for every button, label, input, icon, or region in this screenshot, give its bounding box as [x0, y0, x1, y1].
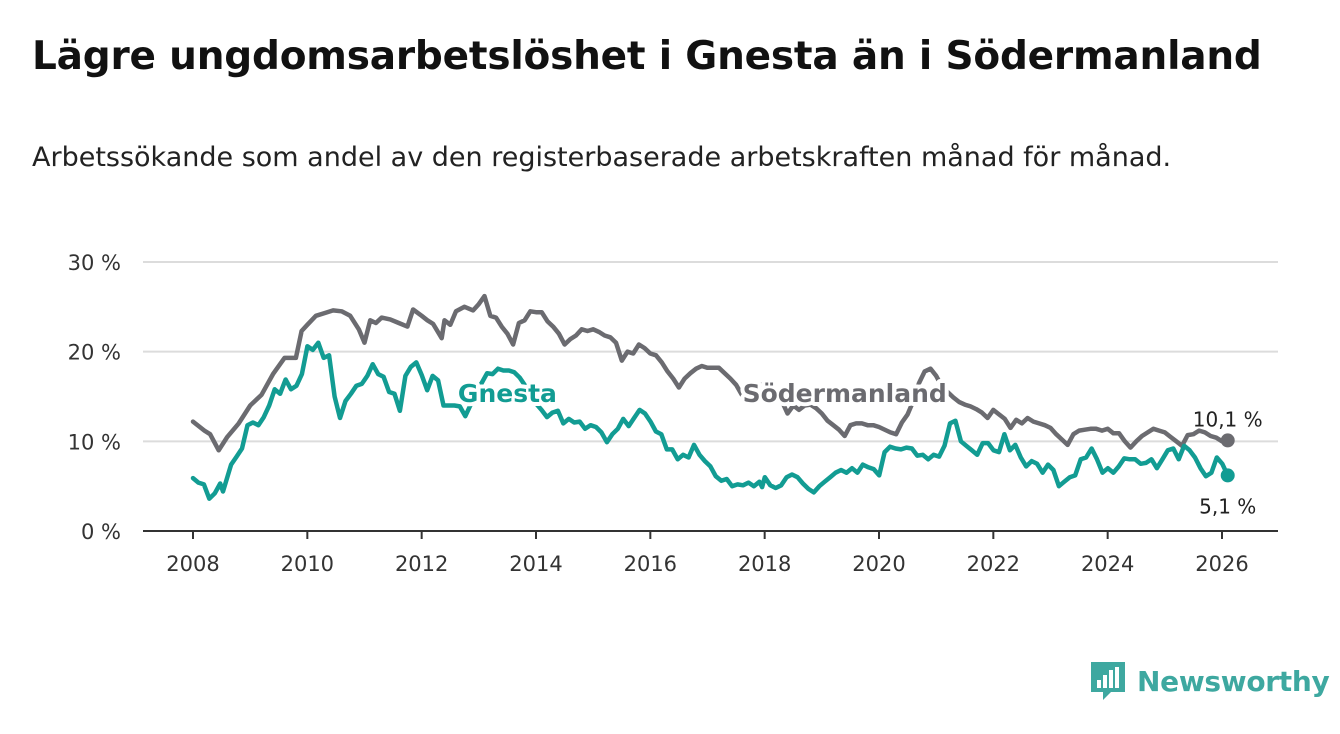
end-label-sodermanland: 10,1 %	[1193, 407, 1263, 431]
y-tick-label: 10 %	[68, 430, 121, 454]
brand: Newsworthy	[1089, 660, 1330, 702]
x-tick-label: 2010	[281, 552, 334, 576]
y-tick-label: 0 %	[81, 520, 121, 544]
y-tick-label: 20 %	[68, 341, 121, 365]
x-tick-label: 2008	[166, 552, 219, 576]
axis-layer: 0 % 10 % 20 % 30 % 2008 2010 2012 2014 2016 2018 2…	[68, 251, 1278, 576]
x-tick-label: 2026	[1195, 552, 1248, 576]
x-tick-label: 2012	[395, 552, 448, 576]
chart-subtitle: Arbetssökande som andel av den registerb…	[32, 142, 1172, 173]
grid-layer	[143, 261, 1278, 443]
x-tick-label: 2016	[624, 552, 677, 576]
x-tick-label: 2022	[967, 552, 1020, 576]
label-layer: 10,1 % 5,1 % Gnesta Södermanland	[454, 375, 1263, 518]
end-label-gnesta: 5,1 %	[1199, 494, 1256, 518]
series-layer	[190, 293, 1235, 501]
x-tick-label: 2024	[1081, 552, 1134, 576]
series-line-sodermanland	[190, 293, 1230, 453]
end-point-sodermanland	[1220, 433, 1235, 448]
series-label-sodermanland: Södermanland	[743, 379, 947, 408]
series-label-gnesta: Gnesta	[458, 379, 557, 408]
chart-title: Lägre ungdomsarbetslöshet i Gnesta än i …	[32, 34, 1262, 79]
y-tick-label: 30 %	[68, 251, 121, 275]
newsworthy-logo-icon	[1091, 662, 1125, 700]
x-tick-label: 2014	[509, 552, 562, 576]
series-line-gnesta	[190, 340, 1230, 501]
x-tick-label: 2020	[852, 552, 905, 576]
brand-name: Newsworthy	[1137, 664, 1330, 698]
x-tick-label: 2018	[738, 552, 791, 576]
end-point-gnesta	[1220, 468, 1235, 483]
